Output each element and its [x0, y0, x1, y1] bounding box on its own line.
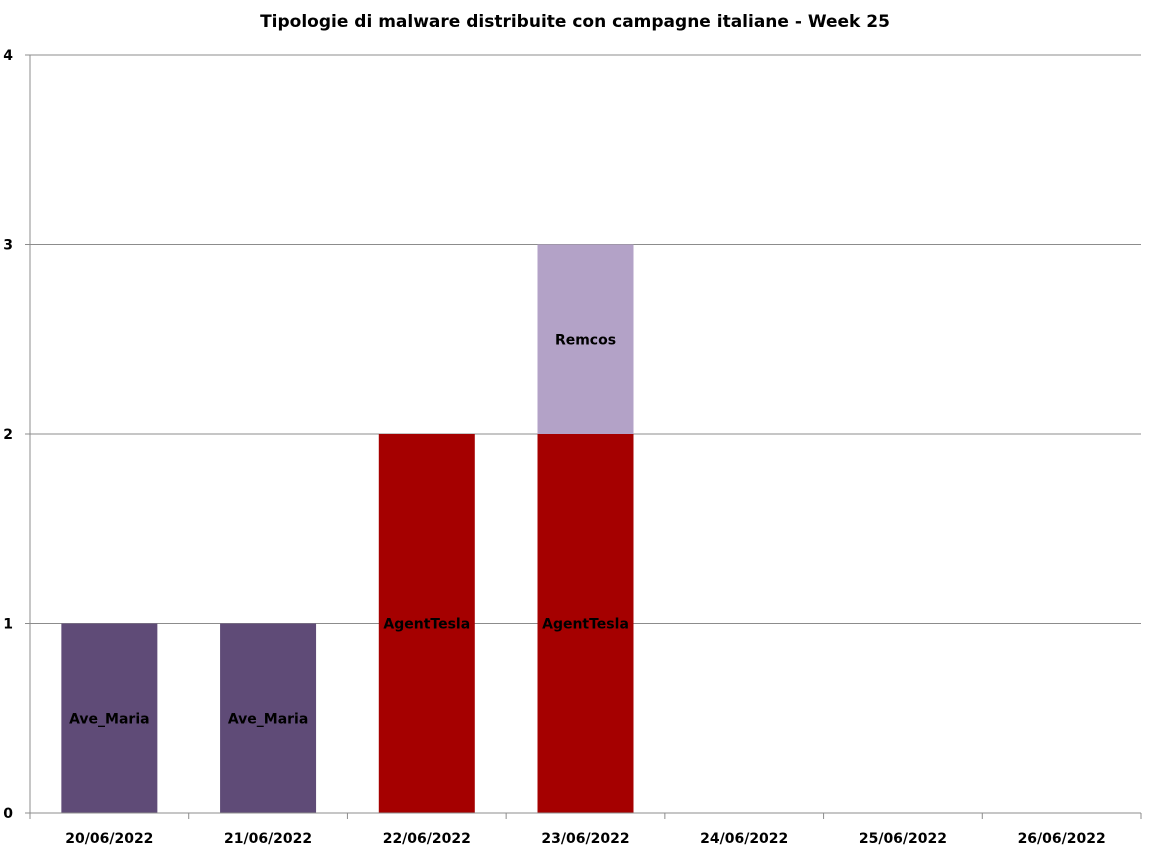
- x-tick-label: 23/06/2022: [541, 831, 629, 847]
- y-tick-label: 1: [3, 617, 13, 633]
- x-tick-label: 21/06/2022: [224, 831, 312, 847]
- y-tick-label: 0: [3, 806, 13, 822]
- bar-data-label: AgentTesla: [383, 617, 470, 633]
- chart-title: Tipologie di malware distribuite con cam…: [260, 12, 890, 32]
- bar-ave-maria-20-06-2022: [61, 623, 158, 813]
- x-tick-label: 20/06/2022: [65, 831, 153, 847]
- y-tick-label: 4: [3, 48, 13, 64]
- bars: Ave_Maria Ave_Maria AgentTesla AgentTesla Re…: [61, 244, 634, 813]
- bar-agenttesla-22-06-2022: [378, 434, 475, 813]
- bar-data-label: Ave_Maria: [228, 711, 309, 727]
- bar-data-label: Remcos: [555, 332, 616, 348]
- bar-ave-maria-21-06-2022: [220, 623, 317, 813]
- x-tick-label: 26/06/2022: [1018, 831, 1106, 847]
- x-axis-tick-labels: 20/06/2022 21/06/2022 22/06/2022 23/06/2022…: [65, 831, 1105, 847]
- bar-remcos-23-06-2022: [537, 244, 634, 434]
- axes: [25, 54, 1142, 819]
- x-tick-label: 24/06/2022: [700, 831, 788, 847]
- x-tick-label: 22/06/2022: [383, 831, 471, 847]
- y-tick-label: 3: [3, 238, 13, 254]
- bar-data-label: Ave_Maria: [69, 711, 150, 727]
- bar-agenttesla-23-06-2022: [537, 434, 634, 813]
- bar-data-label: AgentTesla: [542, 617, 629, 633]
- y-axis-tick-labels: 0 1 2 3 4: [3, 48, 13, 822]
- y-tick-label: 2: [3, 427, 13, 443]
- x-tick-label: 25/06/2022: [859, 831, 947, 847]
